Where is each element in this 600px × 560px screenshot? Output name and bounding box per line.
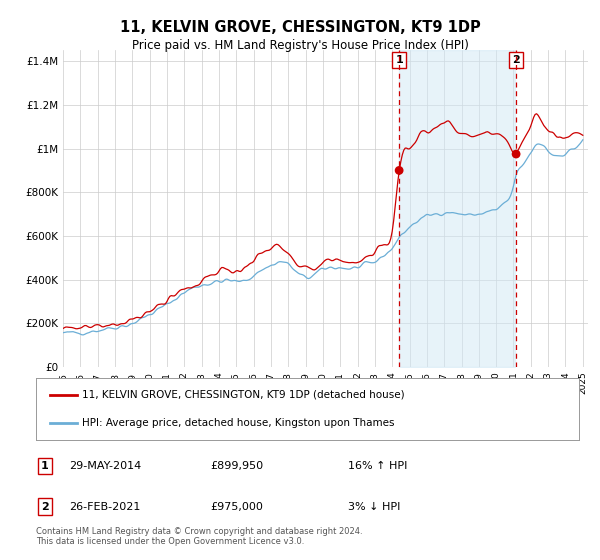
Text: 2: 2 [512,55,520,65]
Text: Price paid vs. HM Land Registry's House Price Index (HPI): Price paid vs. HM Land Registry's House … [131,39,469,52]
Text: 16% ↑ HPI: 16% ↑ HPI [348,461,407,471]
Text: 2: 2 [41,502,49,512]
Point [394,166,404,175]
Text: 1: 1 [41,461,49,471]
Text: 26-FEB-2021: 26-FEB-2021 [69,502,140,512]
Text: £899,950: £899,950 [210,461,263,471]
Text: £975,000: £975,000 [210,502,263,512]
Text: 3% ↓ HPI: 3% ↓ HPI [348,502,400,512]
Text: HPI: Average price, detached house, Kingston upon Thames: HPI: Average price, detached house, King… [82,418,395,428]
Text: 11, KELVIN GROVE, CHESSINGTON, KT9 1DP (detached house): 11, KELVIN GROVE, CHESSINGTON, KT9 1DP (… [82,390,405,400]
Text: 1: 1 [395,55,403,65]
Text: 29-MAY-2014: 29-MAY-2014 [69,461,141,471]
Text: 11, KELVIN GROVE, CHESSINGTON, KT9 1DP: 11, KELVIN GROVE, CHESSINGTON, KT9 1DP [119,20,481,35]
Point [511,150,521,158]
Text: Contains HM Land Registry data © Crown copyright and database right 2024.
This d: Contains HM Land Registry data © Crown c… [36,526,362,546]
